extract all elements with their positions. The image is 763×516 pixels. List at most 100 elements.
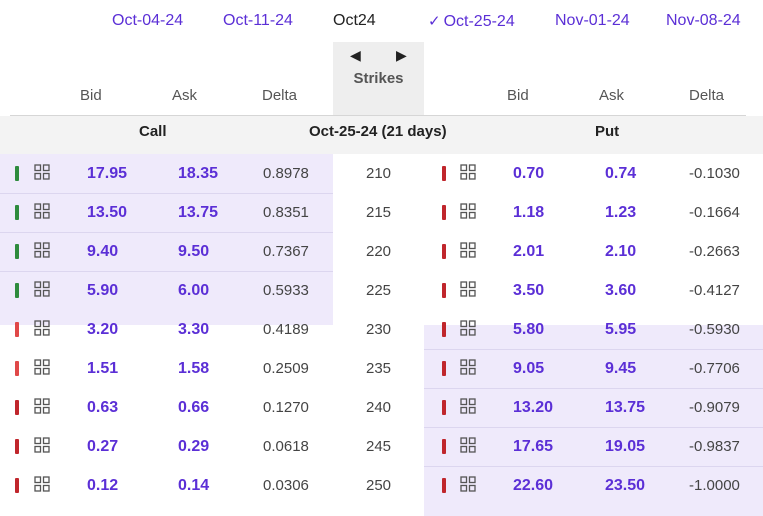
put-bid-header[interactable]: Bid — [507, 87, 529, 104]
row-divider — [0, 232, 333, 233]
arrow-right-icon[interactable]: ▶ — [396, 47, 407, 63]
expiration-tab[interactable]: Oct-11-24 — [223, 12, 293, 29]
call-status-bar — [15, 360, 19, 376]
call-status-bar — [15, 204, 19, 220]
grid-icon[interactable] — [34, 163, 50, 180]
section-band — [0, 116, 763, 154]
call-ask-header[interactable]: Ask — [172, 87, 198, 104]
call-bid[interactable]: 0.63 — [87, 398, 119, 416]
put-delta: -0.2663 — [689, 242, 740, 260]
check-icon: ✓ — [428, 13, 441, 30]
grid-icon[interactable] — [460, 241, 476, 258]
grid-icon[interactable] — [34, 241, 50, 258]
call-delta: 0.8351 — [263, 203, 309, 221]
grid-icon[interactable] — [460, 475, 476, 492]
expiration-tab-label: Oct-25-24 — [443, 13, 515, 30]
put-status-bar — [442, 282, 446, 298]
put-ask[interactable]: 1.23 — [605, 203, 637, 221]
call-ask[interactable]: 6.00 — [178, 281, 210, 299]
grid-icon[interactable] — [34, 397, 50, 414]
put-itm-region — [424, 325, 763, 516]
put-delta-header[interactable]: Delta — [689, 87, 725, 104]
call-ask[interactable]: 18.35 — [178, 164, 219, 182]
put-status-bar — [442, 243, 446, 259]
call-status-bar — [15, 282, 19, 298]
arrow-left-icon[interactable]: ◀ — [350, 47, 361, 63]
call-section-title: Call — [139, 123, 167, 140]
put-bid[interactable]: 9.05 — [513, 359, 545, 377]
put-bid[interactable]: 0.70 — [513, 164, 545, 182]
call-bid-header[interactable]: Bid — [80, 87, 102, 104]
grid-icon[interactable] — [460, 202, 476, 219]
put-section-title: Put — [595, 123, 620, 140]
call-bid[interactable]: 0.12 — [87, 476, 119, 494]
call-bid[interactable]: 9.40 — [87, 242, 119, 260]
strike-price: 220 — [365, 242, 392, 260]
grid-icon[interactable] — [460, 358, 476, 375]
call-ask[interactable]: 9.50 — [178, 242, 210, 260]
expiration-tab[interactable]: Nov-01-24 — [555, 12, 630, 29]
put-ask[interactable]: 2.10 — [605, 242, 637, 260]
put-ask[interactable]: 13.75 — [605, 398, 646, 416]
put-delta: -0.4127 — [689, 281, 740, 299]
expiration-tab-selected[interactable]: ✓ Oct-25-24 — [428, 12, 515, 31]
grid-icon[interactable] — [34, 475, 50, 492]
grid-icon[interactable] — [34, 319, 50, 336]
put-bid[interactable]: 3.50 — [513, 281, 545, 299]
call-ask[interactable]: 13.75 — [178, 203, 219, 221]
put-ask[interactable]: 0.74 — [605, 164, 637, 182]
strike-price: 245 — [365, 437, 392, 455]
grid-icon[interactable] — [34, 280, 50, 297]
strike-price: 240 — [365, 398, 392, 416]
put-ask[interactable]: 23.50 — [605, 476, 646, 494]
put-bid[interactable]: 17.65 — [513, 437, 554, 455]
grid-icon[interactable] — [460, 397, 476, 414]
put-ask[interactable]: 19.05 — [605, 437, 646, 455]
put-bid[interactable]: 2.01 — [513, 242, 545, 260]
grid-icon[interactable] — [460, 280, 476, 297]
expiration-tab-current[interactable]: Oct24 — [333, 12, 376, 29]
expiration-tab[interactable]: Nov-08-24 — [666, 12, 741, 29]
call-delta-header[interactable]: Delta — [262, 87, 298, 104]
strike-price: 235 — [365, 359, 392, 377]
row-divider — [424, 388, 763, 389]
grid-icon[interactable] — [460, 436, 476, 453]
call-delta: 0.0618 — [263, 437, 309, 455]
call-ask[interactable]: 1.58 — [178, 359, 210, 377]
put-status-bar — [442, 399, 446, 415]
grid-icon[interactable] — [34, 202, 50, 219]
put-status-bar — [442, 477, 446, 493]
grid-icon[interactable] — [34, 436, 50, 453]
row-divider — [424, 349, 763, 350]
header-divider — [10, 115, 746, 116]
put-ask[interactable]: 5.95 — [605, 320, 637, 338]
put-ask[interactable]: 3.60 — [605, 281, 637, 299]
call-bid[interactable]: 1.51 — [87, 359, 119, 377]
expiration-tab[interactable]: Oct-04-24 — [112, 12, 184, 29]
call-bid[interactable]: 17.95 — [87, 164, 128, 182]
put-delta: -0.5930 — [689, 320, 740, 338]
put-bid[interactable]: 22.60 — [513, 476, 554, 494]
put-delta: -0.1030 — [689, 164, 740, 182]
grid-icon[interactable] — [460, 163, 476, 180]
call-ask[interactable]: 0.29 — [178, 437, 210, 455]
call-bid[interactable]: 3.20 — [87, 320, 119, 338]
put-bid[interactable]: 1.18 — [513, 203, 545, 221]
grid-icon[interactable] — [34, 358, 50, 375]
call-bid[interactable]: 0.27 — [87, 437, 119, 455]
strike-price: 230 — [365, 320, 392, 338]
put-bid[interactable]: 5.80 — [513, 320, 545, 338]
expiry-section-title: Oct-25-24 (21 days) — [309, 123, 447, 140]
put-bid[interactable]: 13.20 — [513, 398, 554, 416]
grid-icon[interactable] — [460, 319, 476, 336]
put-ask[interactable]: 9.45 — [605, 359, 637, 377]
call-ask[interactable]: 3.30 — [178, 320, 210, 338]
strikes-header — [333, 42, 424, 116]
call-bid[interactable]: 13.50 — [87, 203, 128, 221]
call-delta: 0.5933 — [263, 281, 309, 299]
strikes-label: Strikes — [353, 70, 404, 87]
call-bid[interactable]: 5.90 — [87, 281, 119, 299]
put-ask-header[interactable]: Ask — [599, 87, 625, 104]
call-ask[interactable]: 0.14 — [178, 476, 210, 494]
call-ask[interactable]: 0.66 — [178, 398, 210, 416]
